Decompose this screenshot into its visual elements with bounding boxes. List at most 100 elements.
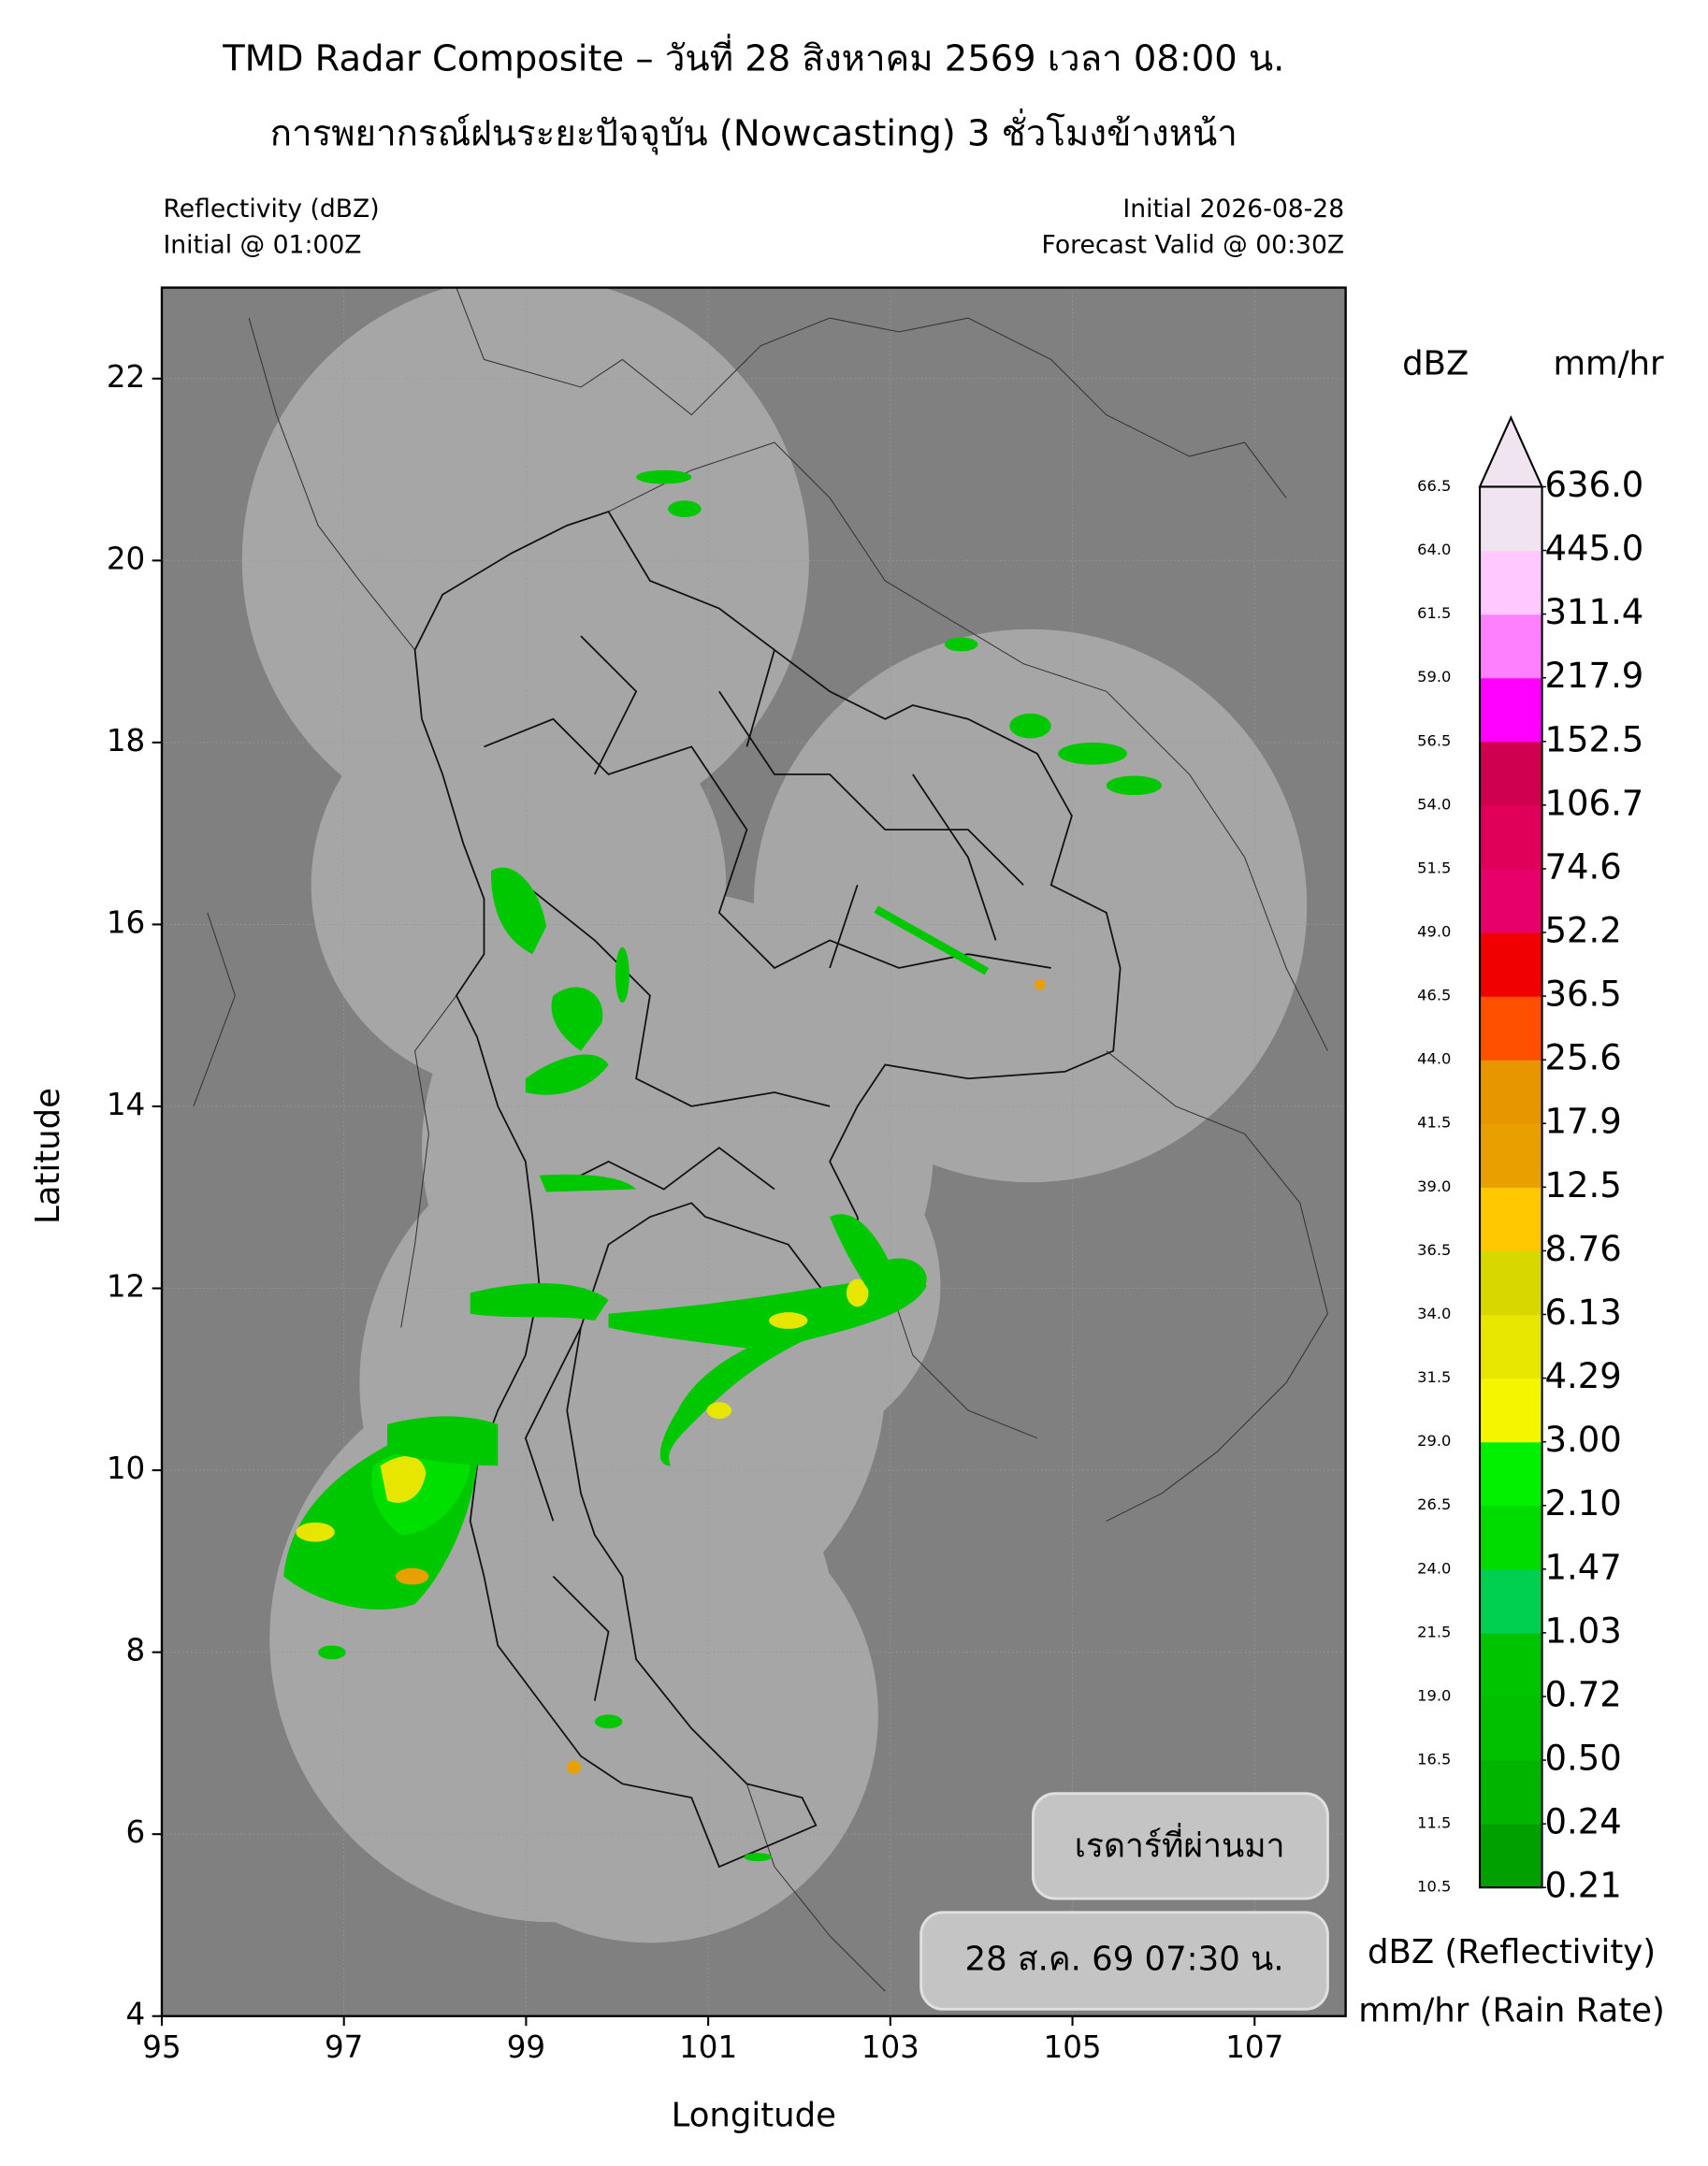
dbz-level-label: 39.0 — [1417, 1177, 1451, 1195]
radar-coverage — [241, 287, 1308, 1943]
dbz-level-label: 51.5 — [1417, 859, 1451, 876]
y-tick-label: 22 — [107, 359, 145, 395]
title: TMD Radar Composite – วันที่ 28 สิงหาคม … — [222, 34, 1284, 80]
top-right-label: Forecast Valid @ 00:30Z — [1042, 231, 1345, 260]
top-left-label: Initial @ 01:00Z — [163, 231, 361, 260]
rate-level-label: 4.29 — [1545, 1356, 1622, 1396]
colorbar-legend: dBZ (Reflectivity) — [1368, 1933, 1656, 1971]
colorbar-extend — [1478, 415, 1544, 488]
dbz-level-label: 10.5 — [1417, 1878, 1451, 1896]
colorbar-band — [1480, 1187, 1542, 1252]
axes: 95 97 99 101 103 105 107 4 6 8 10 12 14 16 18 20 22 — [107, 359, 1283, 2065]
x-tick-label: 97 — [325, 2029, 363, 2065]
rate-level-label: 311.4 — [1545, 592, 1644, 632]
dbz-level-label: 24.0 — [1417, 1559, 1451, 1577]
colorbar-band — [1480, 1441, 1542, 1507]
time-box — [919, 1911, 1329, 2011]
time-text: 28 ส.ค. 69 07:30 น. — [965, 1941, 1284, 1979]
colorbar-band — [1480, 1568, 1542, 1634]
previous-radar-box[interactable] — [1031, 1792, 1329, 1900]
rate-level-label: 12.5 — [1545, 1165, 1622, 1206]
y-tick-label: 18 — [107, 723, 145, 758]
colorbar: 10.5 11.5 16.5 19.0 21.5 24.0 26.5 29.0 31.5 34.0… — [1417, 415, 1644, 1906]
rate-level-label: 17.9 — [1545, 1102, 1622, 1142]
x-tick-label: 103 — [861, 2029, 919, 2065]
rate-level-label: 8.76 — [1545, 1229, 1622, 1269]
y-tick-label: 16 — [107, 904, 145, 940]
colorbar-band — [1480, 741, 1542, 806]
grid — [161, 287, 1346, 2016]
rate-level-label: 74.6 — [1545, 846, 1622, 887]
rate-level-label: 3.00 — [1545, 1420, 1622, 1460]
y-tick-label: 12 — [107, 1269, 145, 1305]
colorbar-band — [1480, 804, 1542, 870]
y-tick-label: 6 — [126, 1814, 146, 1850]
colorbar-band — [1480, 677, 1542, 743]
y-axis-label: Latitude — [29, 1088, 67, 1224]
rate-level-label: 106.7 — [1545, 783, 1644, 823]
rate-level-label: 25.6 — [1545, 1038, 1622, 1078]
dbz-level-label: 46.5 — [1417, 987, 1451, 1004]
dbz-level-label: 49.0 — [1417, 923, 1451, 941]
colorbar-band — [1480, 550, 1542, 615]
rate-level-label: 0.21 — [1545, 1866, 1622, 1906]
colorbar-legend: mm/hr (Rain Rate) — [1358, 1991, 1665, 2029]
rate-level-label: 445.0 — [1545, 528, 1644, 569]
colorbar-band — [1480, 1250, 1542, 1316]
dbz-level-label: 31.5 — [1417, 1368, 1451, 1386]
colorbar-band — [1480, 1696, 1542, 1761]
rate-level-label: 217.9 — [1545, 656, 1644, 696]
top-right-label: Initial 2026-08-28 — [1122, 195, 1344, 224]
y-tick-label: 14 — [107, 1087, 145, 1122]
dbz-level-label: 44.0 — [1417, 1050, 1451, 1068]
colorbar-band — [1480, 868, 1542, 933]
rate-level-label: 1.47 — [1545, 1547, 1622, 1587]
thailand-borders — [413, 510, 1122, 1869]
dbz-level-label: 21.5 — [1417, 1623, 1451, 1640]
dbz-level-label: 41.5 — [1417, 1114, 1451, 1132]
rate-level-label: 0.24 — [1545, 1802, 1622, 1842]
x-axis-label: Longitude — [672, 2097, 836, 2135]
colorbar-band — [1480, 1378, 1542, 1443]
dbz-level-label: 36.5 — [1417, 1241, 1451, 1259]
colorbar-band — [1480, 1060, 1542, 1124]
rate-level-label: 636.0 — [1545, 465, 1644, 505]
dbz-level-label: 64.0 — [1417, 541, 1451, 558]
x-tick-label: 95 — [142, 2029, 181, 2065]
previous-radar-text: เรดาร์ที่ผ่านมา — [1075, 1822, 1285, 1865]
colorbar-band — [1480, 1123, 1542, 1188]
dbz-title: dBZ — [1402, 344, 1469, 383]
colorbar-band — [1480, 614, 1542, 679]
neighbor-borders — [193, 287, 1328, 1992]
dbz-level-label: 16.5 — [1417, 1751, 1451, 1769]
rate-level-label: 2.10 — [1545, 1483, 1622, 1523]
radar-echoes — [283, 469, 1162, 1862]
colorbar-band — [1480, 486, 1542, 552]
x-tick-label: 99 — [507, 2029, 545, 2065]
x-tick-label: 101 — [679, 2029, 737, 2065]
rate-level-label: 152.5 — [1545, 719, 1644, 759]
colorbar-band — [1480, 996, 1542, 1061]
rate-title: mm/hr — [1553, 344, 1664, 383]
rate-level-label: 1.03 — [1545, 1610, 1622, 1651]
dbz-level-label: 29.0 — [1417, 1432, 1451, 1450]
y-tick-label: 8 — [126, 1633, 146, 1668]
rate-level-label: 0.72 — [1545, 1674, 1622, 1714]
dbz-level-label: 66.5 — [1417, 477, 1451, 495]
rate-level-label: 36.5 — [1545, 975, 1622, 1015]
colorbar-band — [1480, 1760, 1542, 1825]
map-area — [161, 287, 1346, 2016]
y-tick-label: 10 — [107, 1451, 145, 1486]
dbz-level-label: 61.5 — [1417, 604, 1451, 622]
rate-level-label: 52.2 — [1545, 911, 1622, 951]
subtitle: การพยากรณ์ฝนระยะปัจจุบัน (Nowcasting) 3 … — [270, 108, 1238, 154]
dbz-level-label: 11.5 — [1417, 1814, 1451, 1832]
colorbar-band — [1480, 932, 1542, 997]
y-tick-label: 4 — [126, 1997, 146, 2032]
dbz-level-label: 59.0 — [1417, 668, 1451, 686]
axes-frame — [160, 286, 1347, 2017]
dbz-level-label: 26.5 — [1417, 1495, 1451, 1513]
rate-level-label: 0.50 — [1545, 1739, 1622, 1779]
